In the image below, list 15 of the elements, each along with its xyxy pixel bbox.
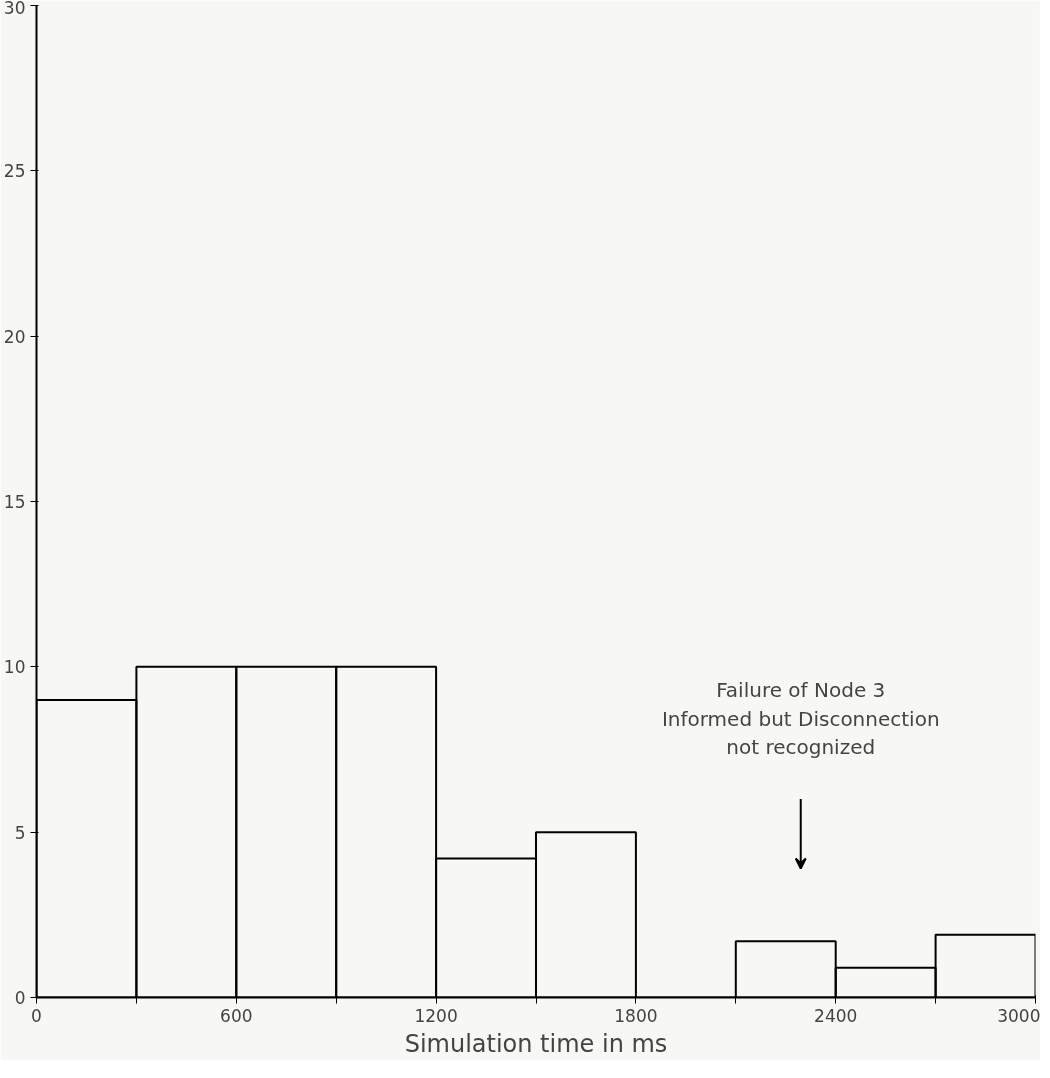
- x-tick-label: 2400: [814, 1005, 858, 1026]
- x-tick-label: 3000: [997, 1005, 1041, 1026]
- y-tick-label: 0: [14, 988, 26, 1008]
- y-tick-label: 15: [3, 492, 26, 512]
- y-tick-label: 25: [3, 161, 26, 182]
- y-tick-label: 10: [3, 657, 26, 678]
- y-tick-label: 30: [3, 0, 26, 18]
- x-tick-label: 0: [31, 1005, 42, 1026]
- x-tick-label: 1800: [614, 1005, 658, 1026]
- annotation: Failure of Node 3 Informed but Disconnection not recognized: [661, 677, 940, 760]
- x-tick-label: 1200: [414, 1005, 458, 1026]
- y-tick-label: 20: [3, 326, 26, 347]
- x-tick-label: 600: [220, 1005, 253, 1026]
- y-tick-label: 5: [14, 822, 26, 843]
- x-axis-title: Simulation time in ms: [404, 1029, 668, 1058]
